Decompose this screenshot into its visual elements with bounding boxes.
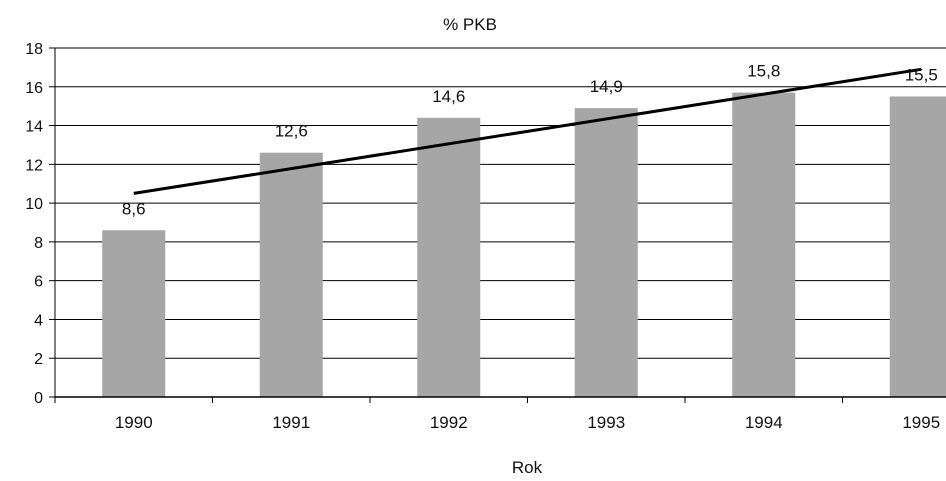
bar bbox=[732, 92, 796, 397]
y-tick-label: 8 bbox=[34, 235, 43, 252]
bar bbox=[889, 96, 946, 397]
y-tick-label: 14 bbox=[25, 119, 43, 136]
data-label: 12,6 bbox=[275, 122, 308, 141]
y-tick-label: 2 bbox=[34, 351, 43, 368]
y-tick-label: 12 bbox=[25, 157, 43, 174]
x-axis: 1990 1991 1992 1993 1994 1995 bbox=[54, 396, 946, 432]
x-tick-label: 1995 bbox=[902, 413, 940, 432]
y-tick-label: 6 bbox=[34, 274, 43, 291]
y-tick-label: 4 bbox=[34, 312, 43, 329]
trendline-line bbox=[133, 67, 922, 195]
bar bbox=[259, 152, 323, 397]
y-axis: 0 2 4 6 8 10 12 14 16 18 bbox=[25, 41, 56, 407]
data-labels: 8,6 12,6 14,6 14,9 15,8 15,5 bbox=[122, 62, 938, 219]
x-tick-label: 1992 bbox=[430, 413, 468, 432]
data-label: 14,6 bbox=[432, 87, 465, 106]
bars bbox=[102, 92, 946, 398]
y-tick-label: 18 bbox=[25, 41, 43, 58]
trendline bbox=[133, 67, 922, 195]
data-label: 15,8 bbox=[747, 62, 780, 81]
x-tick-label: 1994 bbox=[745, 413, 783, 432]
bar bbox=[102, 230, 166, 397]
data-label: 8,6 bbox=[122, 199, 146, 218]
data-label: 14,9 bbox=[590, 77, 623, 96]
data-label: 15,5 bbox=[905, 65, 938, 84]
y-tick-label: 0 bbox=[34, 390, 43, 407]
bar bbox=[417, 117, 481, 398]
y-tick-label: 16 bbox=[25, 80, 43, 97]
x-tick-label: 1993 bbox=[587, 413, 625, 432]
bar bbox=[574, 108, 638, 397]
x-tick-label: 1990 bbox=[115, 413, 153, 432]
x-axis-label: Rok bbox=[512, 458, 543, 477]
x-tick-label: 1991 bbox=[272, 413, 310, 432]
chart-title: % PKB bbox=[443, 15, 497, 34]
grid bbox=[55, 47, 946, 398]
y-tick-label: 10 bbox=[25, 196, 43, 213]
